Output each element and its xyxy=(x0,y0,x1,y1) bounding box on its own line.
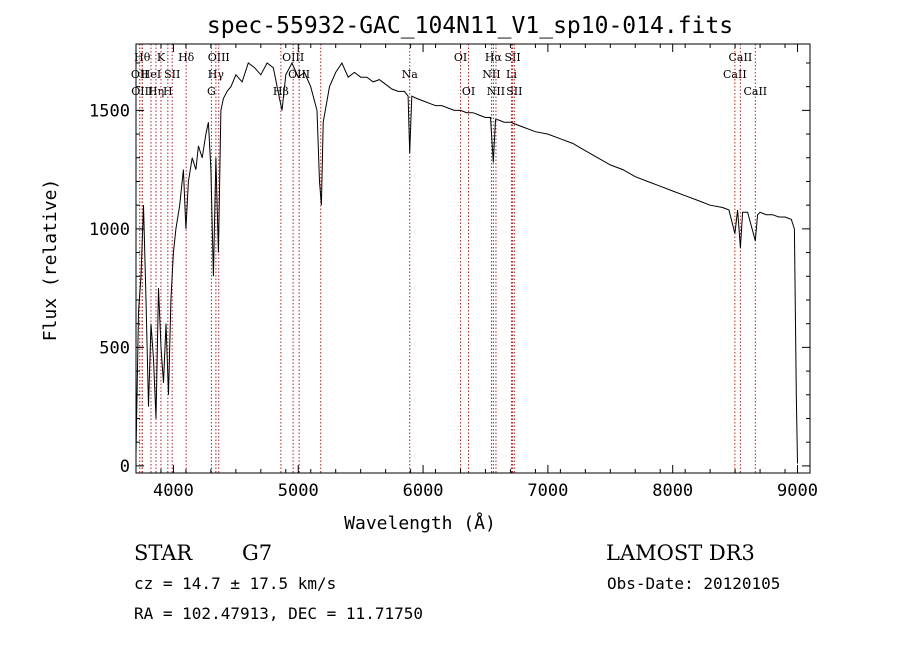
object-subclass: G7 xyxy=(242,541,273,565)
line-marker-label: OII xyxy=(131,68,149,81)
line-marker-label: Hθ xyxy=(134,51,151,64)
y-tick-label: 1500 xyxy=(89,101,130,121)
line-marker-label: OI xyxy=(462,85,475,98)
plot-frame xyxy=(135,43,811,474)
coords-text: RA = 102.47913, DEC = 11.71750 xyxy=(134,604,423,623)
line-marker-label: G xyxy=(207,85,216,98)
obs-date-text: Obs-Date: 20120105 xyxy=(607,574,781,593)
x-tick-label: 4000 xyxy=(153,481,194,501)
x-tick-label: 9000 xyxy=(777,481,818,501)
chart-title: spec-55932-GAC_104N11_V1_sp10-014.fits xyxy=(207,13,733,39)
line-marker-label: Hα xyxy=(485,51,503,64)
line-markers: Hθ OII OIII HeI Hη K H SII Hδ Hγ OIII G Hβ OIII OIII Na… xyxy=(131,44,767,473)
x-axis-label: Wavelength (Å) xyxy=(344,512,496,534)
line-marker-label: OIII xyxy=(282,51,304,64)
y-axis-label: Flux (relative) xyxy=(40,179,61,342)
line-marker-label: SII xyxy=(504,51,520,64)
y-tick-label: 0 xyxy=(120,457,130,477)
x-tick-label: 5000 xyxy=(278,481,319,501)
x-tick-label: 6000 xyxy=(403,481,444,501)
line-marker-label: SII xyxy=(506,85,522,98)
line-marker-label: OIII xyxy=(288,68,310,81)
line-marker-label: Hβ xyxy=(273,85,289,98)
line-marker-label: CaII xyxy=(729,51,753,64)
line-marker-label: Hη xyxy=(148,85,164,98)
x-tick-label: 8000 xyxy=(652,481,693,501)
redshift-text: cz = 14.7 ± 17.5 km/s xyxy=(134,574,337,593)
line-marker-label: NII xyxy=(487,85,505,98)
line-marker-label: SII xyxy=(164,68,180,81)
y-tick-label: 1000 xyxy=(89,220,130,240)
line-marker-label: OIII xyxy=(208,51,230,64)
line-marker-label: H xyxy=(163,85,173,98)
line-marker-label: NII xyxy=(482,68,500,81)
line-marker-label: OI xyxy=(454,51,467,64)
line-marker-label: K xyxy=(157,51,166,64)
line-marker-label: Na xyxy=(402,68,419,81)
line-marker-label: Hδ xyxy=(178,51,195,64)
line-marker-label: Hγ xyxy=(208,68,225,81)
y-tick-label: 500 xyxy=(99,338,130,358)
line-marker-label: Li xyxy=(506,68,517,81)
flux-series-line xyxy=(135,61,798,464)
object-class: STAR xyxy=(134,541,193,565)
line-marker-label: OIII xyxy=(131,85,153,98)
x-tick-label: 7000 xyxy=(527,481,568,501)
line-marker-label: CaII xyxy=(723,68,747,81)
line-marker-label: CaII xyxy=(743,85,767,98)
survey-name: LAMOST DR3 xyxy=(606,541,755,565)
line-marker-label: HeI xyxy=(141,68,161,81)
axis-ticks: 4000 5000 6000 7000 8000 9000 0 500 1000 1500 xyxy=(89,44,818,501)
